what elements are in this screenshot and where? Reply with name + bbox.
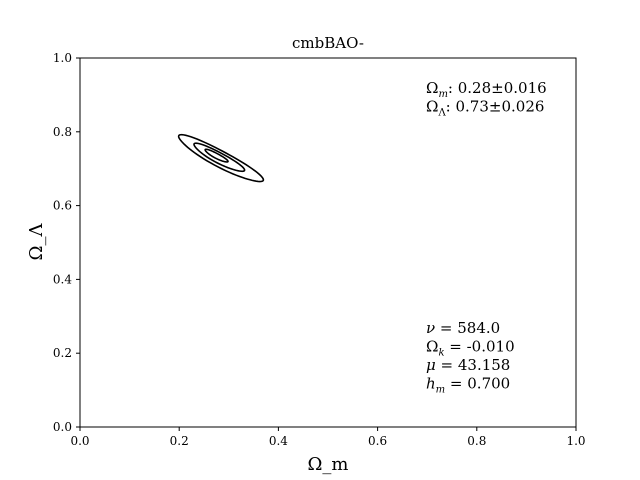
x-tick-label: 0.0 <box>70 434 89 448</box>
x-tick-label: 0.6 <box>368 434 387 448</box>
fit-result-1: ΩΛ: 0.73±0.026 <box>426 98 544 119</box>
plot-area <box>79 57 577 428</box>
x-tick-label: 0.2 <box>170 434 189 448</box>
x-axis: 0.0 0.2 0.4 0.6 0.8 1.0 <box>70 427 586 448</box>
y-tick-label: 0.0 <box>53 420 72 434</box>
y-tick-label: 0.4 <box>53 272 72 286</box>
y-tick-label: 0.6 <box>53 199 72 213</box>
contour-inner <box>204 148 229 163</box>
x-tick-label: 0.8 <box>467 434 486 448</box>
y-axis-label: Ω_Λ <box>26 223 47 261</box>
contour-outer <box>177 133 265 183</box>
model-param-3: hm = 0.700 <box>426 375 510 396</box>
contour-middle <box>193 142 246 173</box>
model-param-1: Ωk = -0.010 <box>426 338 515 359</box>
fit-result-0: Ωm: 0.28±0.016 <box>426 79 547 100</box>
y-tick-label: 0.2 <box>53 346 72 360</box>
y-tick-label: 1.0 <box>53 51 72 65</box>
x-tick-label: 0.4 <box>269 434 288 448</box>
x-axis-label: Ω_m <box>308 454 349 475</box>
model-param-0: ν = 584.0 <box>426 319 500 337</box>
contour-group <box>177 133 265 183</box>
x-tick-label: 1.0 <box>566 434 585 448</box>
model-param-2: μ = 43.158 <box>426 356 510 374</box>
y-axis: 0.0 0.2 0.4 0.6 0.8 1.0 <box>53 51 80 434</box>
y-tick-label: 0.8 <box>53 125 72 139</box>
chart-title: cmbBAO- <box>292 34 364 52</box>
